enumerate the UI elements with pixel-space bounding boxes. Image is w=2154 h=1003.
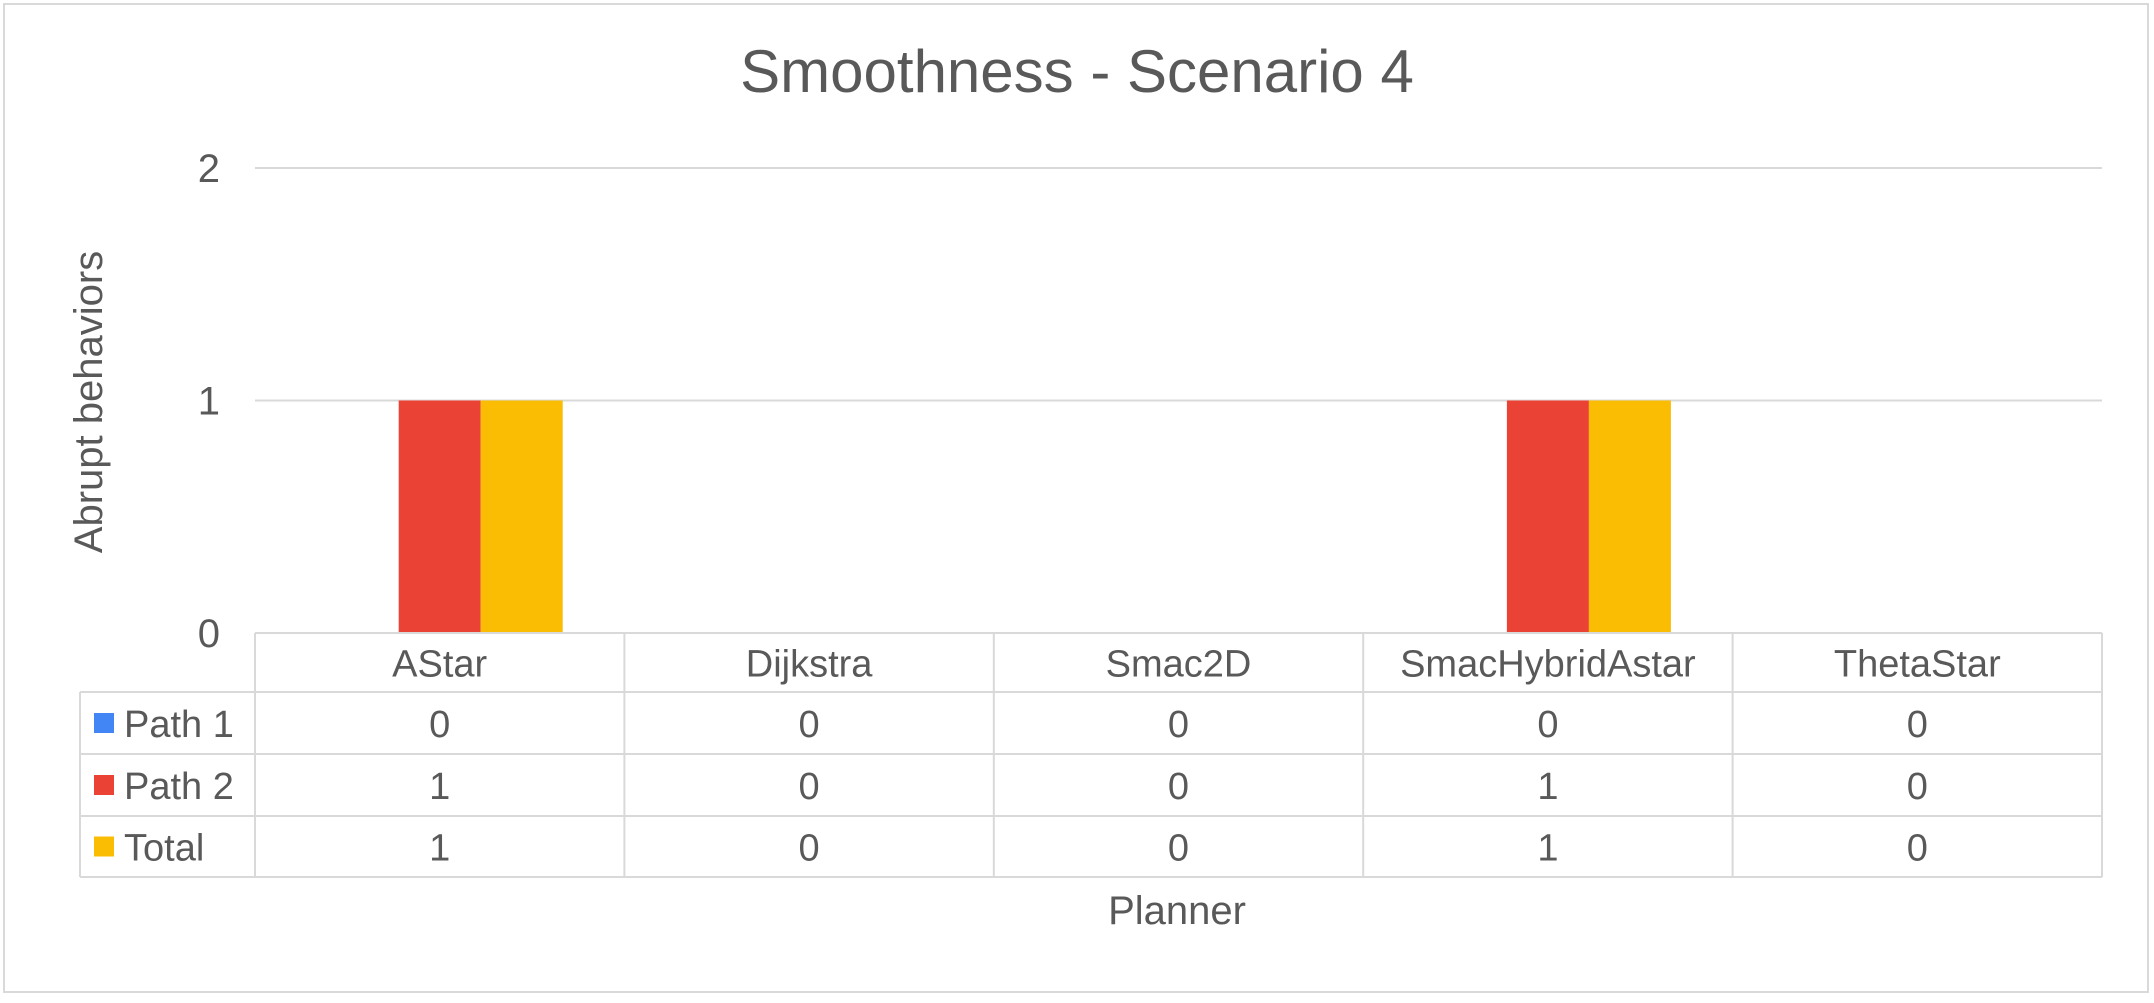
data-label: 0 bbox=[1907, 828, 1928, 870]
data-label: 0 bbox=[1537, 704, 1558, 746]
chart-title: Smoothness - Scenario 4 bbox=[740, 38, 1414, 105]
data-label: 0 bbox=[429, 704, 450, 746]
category-label: ThetaStar bbox=[1834, 644, 2001, 686]
y-tick-label: 1 bbox=[198, 380, 220, 424]
bar bbox=[480, 400, 563, 633]
data-label: 1 bbox=[429, 828, 450, 870]
x-axis-label: Planner bbox=[1108, 889, 1246, 933]
data-label: 0 bbox=[1168, 828, 1189, 870]
data-label: 0 bbox=[1168, 766, 1189, 808]
data-label: 0 bbox=[1168, 704, 1189, 746]
y-axis-label: Abrupt behaviors bbox=[67, 251, 111, 553]
legend-label: Path 1 bbox=[124, 704, 234, 746]
legend-swatch bbox=[94, 713, 114, 733]
legend-swatch bbox=[94, 775, 114, 795]
data-label: 0 bbox=[799, 828, 820, 870]
data-label: 0 bbox=[1907, 704, 1928, 746]
legend-label: Total bbox=[124, 828, 204, 870]
y-tick-label: 0 bbox=[198, 612, 220, 656]
category-label: SmacHybridAstar bbox=[1400, 644, 1696, 686]
data-label: 0 bbox=[799, 766, 820, 808]
category-label: AStar bbox=[392, 644, 487, 686]
data-label: 1 bbox=[1537, 828, 1558, 870]
bar bbox=[1506, 400, 1589, 633]
data-label: 1 bbox=[429, 766, 450, 808]
bar bbox=[1588, 400, 1671, 633]
data-label: 1 bbox=[1537, 766, 1558, 808]
y-tick-label: 2 bbox=[198, 147, 220, 191]
category-label: Smac2D bbox=[1106, 644, 1252, 686]
legend-swatch bbox=[94, 836, 114, 857]
category-label: Dijkstra bbox=[746, 644, 874, 686]
bar bbox=[398, 400, 481, 633]
data-label: 0 bbox=[799, 704, 820, 746]
data-label: 0 bbox=[1907, 766, 1928, 808]
legend-label: Path 2 bbox=[124, 766, 234, 808]
